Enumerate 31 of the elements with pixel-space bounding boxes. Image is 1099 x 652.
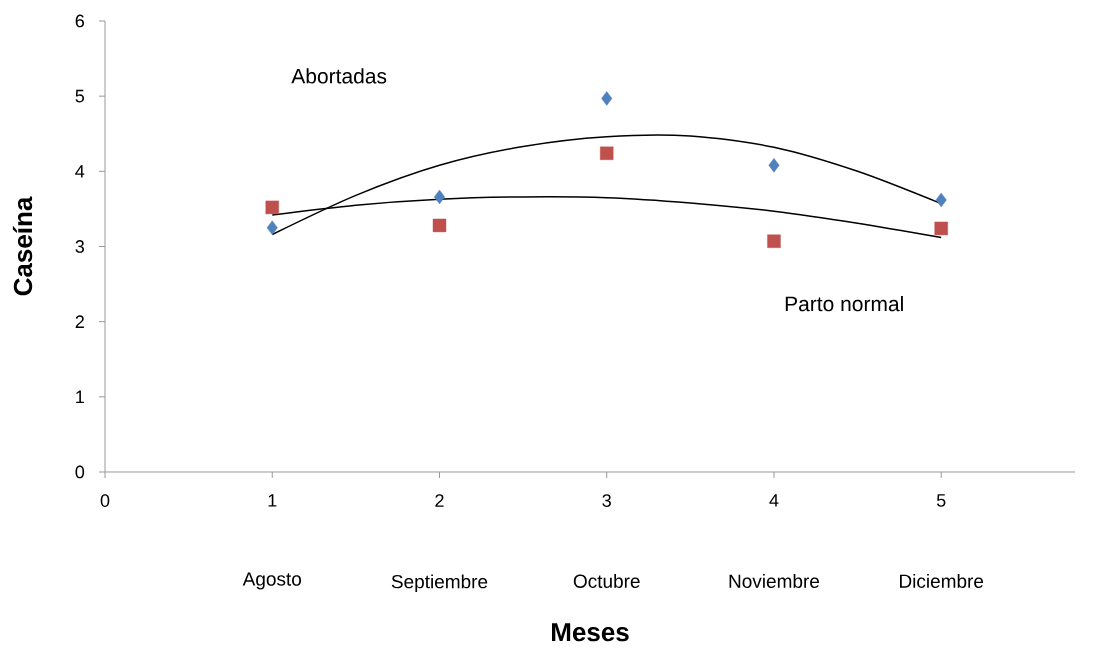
y-tick-label: 2 (75, 315, 84, 328)
x-tick-label: 4 (769, 494, 779, 507)
x-tick-label: 0 (100, 494, 110, 507)
point (601, 91, 613, 106)
y-axis-title: Caseína (12, 196, 33, 296)
y-tick-label: 6 (75, 14, 85, 28)
y-tick-label: 0 (75, 465, 85, 479)
text: Septiembre (391, 574, 488, 593)
point (934, 221, 948, 236)
point (767, 234, 781, 248)
y-tick-label: 1 (76, 390, 84, 404)
point (266, 220, 278, 235)
text: Noviembre (729, 574, 820, 588)
x-tick-label: 3 (602, 494, 611, 507)
x-tick-label: 5 (936, 494, 946, 507)
point (935, 192, 947, 208)
text: Agosto (242, 572, 302, 590)
point (600, 146, 614, 160)
point (432, 218, 447, 233)
x-tick-label: 1 (268, 494, 277, 507)
text: Octubre (573, 574, 640, 588)
x-tick-label: 2 (435, 494, 444, 507)
y-tick-label: 3 (75, 240, 85, 253)
x-axis-title: Meses (552, 623, 629, 642)
y-tick-label: 5 (75, 89, 85, 103)
y-tick-label: 4 (75, 165, 85, 178)
annotation: Parto normal (785, 295, 903, 312)
point (768, 158, 780, 173)
point (265, 200, 279, 215)
text: Diciembre (900, 574, 984, 588)
annotation: Abortadas (291, 68, 387, 84)
